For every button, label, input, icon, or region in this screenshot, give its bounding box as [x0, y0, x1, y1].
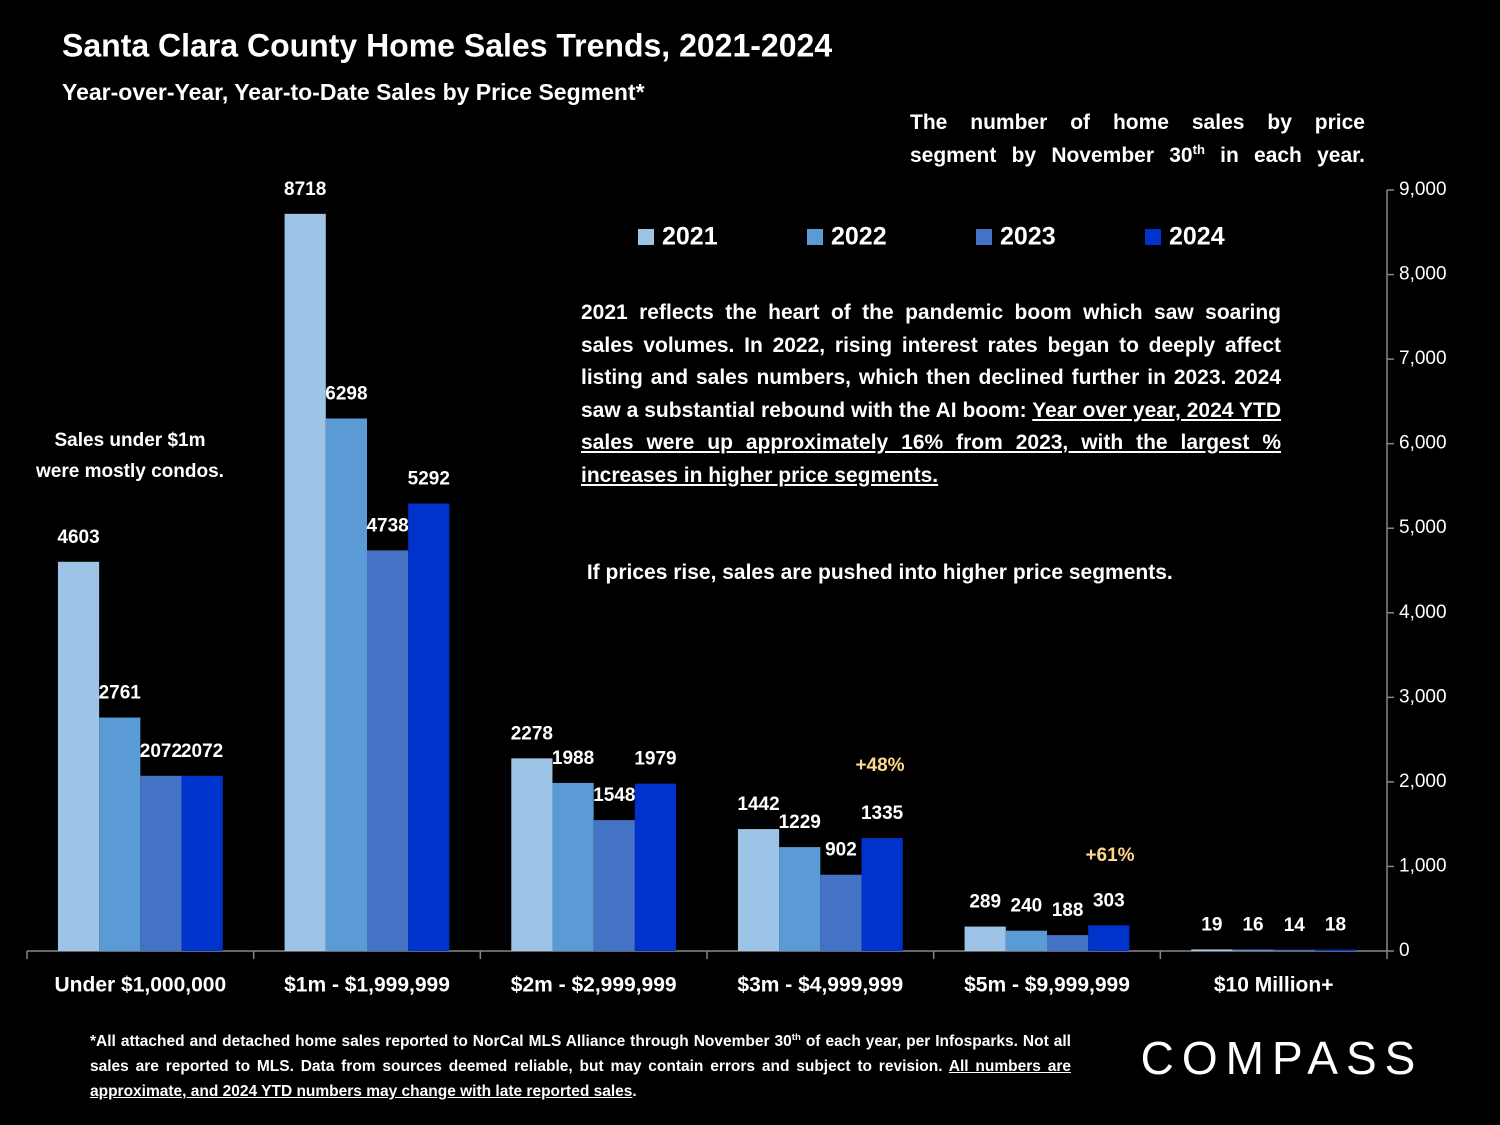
bar [140, 775, 182, 951]
bar [1191, 949, 1233, 951]
legend-swatch [976, 229, 992, 245]
footnote-sup: th [791, 1031, 801, 1043]
data-label: 2072 [140, 741, 182, 762]
bar [367, 550, 409, 951]
x-tick-label: $3m - $4,999,999 [737, 974, 903, 997]
data-label: 5292 [408, 469, 450, 490]
data-label: 16 [1242, 915, 1263, 936]
data-label: 1988 [552, 748, 594, 769]
data-label: 289 [969, 892, 1001, 913]
y-tick-label: 0 [1399, 940, 1410, 961]
y-tick-label: 8,000 [1399, 264, 1447, 285]
footnote: *All attached and detached home sales re… [90, 1029, 1071, 1104]
note-sup: th [1192, 142, 1205, 157]
bar [181, 775, 223, 951]
data-label: 240 [1011, 896, 1043, 917]
bar [1314, 949, 1357, 951]
x-tick-label: Under $1,000,000 [55, 974, 227, 997]
bar [99, 717, 141, 951]
data-label: 1979 [634, 749, 676, 770]
bar [1088, 925, 1130, 951]
data-label: 8718 [284, 179, 326, 200]
data-label: 6298 [325, 383, 367, 404]
data-label: 4603 [57, 527, 99, 548]
bar [325, 418, 367, 951]
legend-label: 2023 [1000, 223, 1056, 251]
footnote-text: . [632, 1083, 637, 1100]
footnote-text: All numbers are approximate, and 2024 YT… [90, 1058, 1071, 1100]
commentary-text: If prices rise, sales are pushed into hi… [581, 561, 1173, 584]
x-tick-label: $2m - $2,999,999 [511, 974, 677, 997]
condo-line: were mostly condos. [36, 461, 224, 482]
condo-line: Sales under $1m [54, 430, 206, 451]
data-label: 1335 [861, 803, 904, 824]
y-tick-label: 9,000 [1399, 179, 1447, 200]
bar [779, 847, 821, 951]
note-text: segment by November 30 [910, 144, 1193, 167]
data-label: 19 [1201, 914, 1222, 935]
bar [1005, 930, 1047, 951]
y-tick-label: 5,000 [1399, 517, 1447, 538]
commentary-text: Year over year, 2024 YTD sales were up a… [581, 398, 1281, 487]
chart-title: Santa Clara County Home Sales Trends, 20… [62, 27, 832, 63]
chart-note: The number of home sales by price segment… [910, 106, 1365, 172]
annotation: +48% [855, 755, 904, 776]
bar [861, 838, 903, 951]
legend-label: 2024 [1169, 223, 1225, 251]
bar [408, 503, 450, 951]
data-label: 303 [1093, 890, 1125, 911]
bar [284, 213, 326, 951]
data-label: 902 [825, 840, 857, 861]
brand-logo: COMPASS [1141, 1032, 1424, 1084]
y-tick-label: 1,000 [1399, 855, 1447, 876]
bar [593, 820, 635, 951]
annotation: +61% [1085, 845, 1134, 866]
chart-subtitle: Year-over-Year, Year-to-Date Sales by Pr… [62, 79, 645, 105]
commentary-text: 2021 reflects the heart of the pandemic … [581, 301, 1281, 422]
footnote-text: *All attached and detached home sales re… [90, 1033, 792, 1050]
y-tick-label: 6,000 [1399, 433, 1447, 454]
data-label: 4738 [366, 515, 408, 536]
legend-swatch [1145, 229, 1161, 245]
data-label: 1229 [779, 812, 821, 833]
legend-label: 2021 [662, 223, 718, 251]
note-text: The number of home sales by price [910, 111, 1365, 134]
x-tick-label: $1m - $1,999,999 [284, 974, 450, 997]
bar [57, 561, 100, 951]
x-tick-label: $10 Million+ [1214, 974, 1334, 997]
legend-label: 2022 [831, 223, 887, 251]
condo-note: Sales under $1m were mostly condos. [10, 425, 250, 487]
data-label: 1548 [593, 785, 635, 806]
data-label: 18 [1325, 914, 1346, 935]
bar [737, 829, 780, 951]
y-tick-label: 4,000 [1399, 602, 1447, 623]
commentary-2: If prices rise, sales are pushed into hi… [581, 557, 1281, 590]
y-tick-label: 3,000 [1399, 686, 1447, 707]
bar [964, 926, 1006, 951]
data-label: 1442 [737, 794, 779, 815]
bar [1232, 949, 1274, 951]
legend-swatch [807, 229, 823, 245]
note-text: in each year. [1204, 144, 1365, 167]
bar [552, 782, 594, 951]
bar [1273, 949, 1315, 951]
commentary: 2021 reflects the heart of the pandemic … [581, 297, 1281, 492]
y-tick-label: 2,000 [1399, 771, 1447, 792]
y-tick-label: 7,000 [1399, 348, 1447, 369]
bar [634, 783, 677, 951]
data-label: 2278 [511, 723, 553, 744]
data-label: 14 [1284, 915, 1306, 936]
x-tick-label: $5m - $9,999,999 [964, 974, 1130, 997]
data-label: 188 [1052, 900, 1084, 921]
footnote-text: of each year, per Infosparks. Not all sa… [90, 1033, 1071, 1075]
legend-swatch [638, 229, 654, 245]
bar [511, 758, 553, 951]
data-label: 2072 [181, 741, 223, 762]
data-label: 2761 [99, 683, 142, 704]
bar [820, 874, 862, 951]
bar [1047, 935, 1089, 951]
